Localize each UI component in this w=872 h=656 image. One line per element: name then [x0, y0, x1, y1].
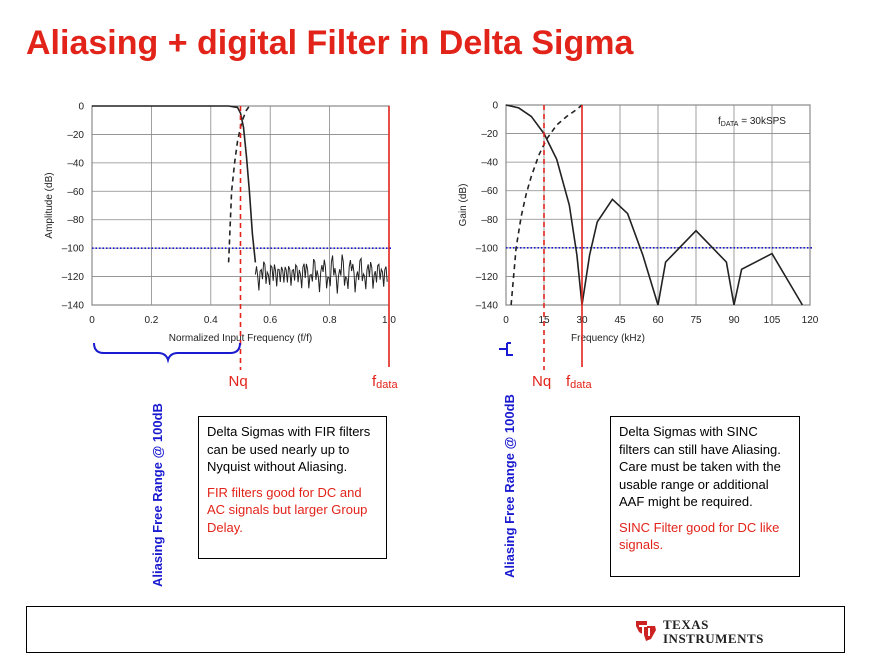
- y-tick-label: –120: [62, 272, 85, 283]
- y-tick-label: –80: [481, 215, 498, 226]
- x-tick-label: 0.4: [204, 315, 218, 326]
- nyquist-label: Nq: [229, 373, 248, 390]
- y-tick-label: –80: [67, 215, 84, 226]
- page-title: Aliasing + digital Filter in Delta Sigma: [26, 24, 634, 62]
- y-tick-label: –40: [481, 158, 498, 169]
- aliased-response-curve: [227, 105, 251, 263]
- x-tick-label: 45: [614, 315, 626, 326]
- fir-note-text: Delta Sigmas with FIR filters can be use…: [207, 424, 371, 474]
- aliasing-range-bracket: [499, 342, 513, 356]
- x-tick-label: 15: [538, 315, 550, 326]
- x-tick-label: 120: [802, 315, 819, 326]
- x-tick-label: 75: [690, 315, 702, 326]
- filter-response-curve: [505, 104, 804, 306]
- aliased-response-curve: [510, 104, 583, 306]
- y-tick-label: –140: [476, 301, 499, 312]
- sinc-note-text: Delta Sigmas with SINC filters can still…: [619, 424, 781, 509]
- x-tick-label: 0.8: [323, 315, 337, 326]
- y-tick-label: –120: [476, 272, 499, 283]
- aliasing-range-brace: [93, 342, 241, 364]
- y-axis-label: Gain (dB): [458, 184, 469, 227]
- x-tick-label: 0: [89, 315, 95, 326]
- fdata-label: fdata: [372, 373, 398, 391]
- y-tick-label: –100: [62, 244, 85, 255]
- fir-note-box: Delta Sigmas with FIR filters can be use…: [198, 416, 387, 559]
- y-tick-label: –60: [481, 186, 498, 197]
- x-tick-label: 105: [764, 315, 781, 326]
- x-tick-label: 90: [728, 315, 740, 326]
- y-tick-label: –20: [67, 130, 84, 141]
- sinc-note-red-text: SINC Filter good for DC like signals.: [619, 519, 780, 553]
- logo-text-texas: TEXAS: [663, 617, 709, 632]
- footer-bar: TEXAS INSTRUMENTS: [26, 606, 845, 653]
- fir-note-red-text: FIR filters good for DC and AC signals b…: [207, 484, 368, 535]
- stopband-ripple: [254, 254, 388, 294]
- y-tick-label: 0: [78, 102, 84, 113]
- x-tick-label: 0: [503, 315, 509, 326]
- filter-response-curve: [92, 105, 257, 263]
- y-tick-label: –140: [62, 301, 85, 312]
- y-tick-label: –100: [476, 243, 499, 254]
- aliasing-free-range-label-right: Aliasing Free Range @ 100dB: [502, 394, 517, 578]
- x-tick-label: 0.2: [144, 315, 158, 326]
- y-axis-label: Amplitude (dB): [44, 172, 55, 238]
- y-tick-label: –60: [67, 187, 84, 198]
- fdata-label: fdata: [566, 373, 592, 391]
- x-tick-label: 60: [652, 315, 664, 326]
- sinc-note-box: Delta Sigmas with SINC filters can still…: [610, 416, 800, 577]
- logo-text-instruments: INSTRUMENTS: [663, 631, 764, 646]
- x-axis-label: Normalized Input Frequency (f/f): [169, 333, 312, 344]
- aliasing-free-range-label-left: Aliasing Free Range @ 100dB: [150, 403, 165, 587]
- y-tick-label: –40: [67, 158, 84, 169]
- x-tick-label: 0.6: [263, 315, 277, 326]
- charts-canvas: 00.20.40.60.81.00–20–40–60–80–100–120–14…: [44, 101, 819, 392]
- nyquist-label: Nq: [532, 373, 551, 390]
- y-tick-label: –20: [481, 129, 498, 140]
- y-tick-label: 0: [492, 101, 498, 112]
- texas-state-logo-icon: [636, 621, 656, 641]
- x-axis-label: Frequency (kHz): [571, 333, 645, 344]
